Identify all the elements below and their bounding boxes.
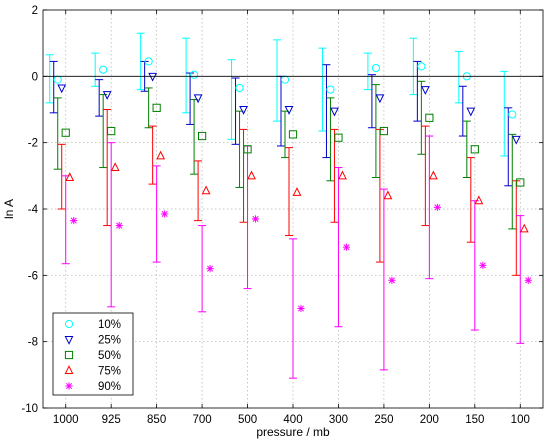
y-tick-label: 0 <box>32 71 38 83</box>
point-50pct <box>288 130 298 139</box>
legend-marker <box>65 382 73 390</box>
x-axis-label: pressure / mb <box>256 425 330 439</box>
point-75pct <box>65 172 75 181</box>
point-90pct <box>388 276 396 284</box>
point-25pct <box>193 94 203 104</box>
x-tick-label: 925 <box>102 414 121 426</box>
point-10pct <box>508 110 517 119</box>
point-10pct <box>326 85 335 94</box>
point-90pct <box>479 261 487 269</box>
point-25pct <box>148 72 158 82</box>
x-tick-label: 500 <box>238 414 257 426</box>
point-90pct <box>161 210 169 218</box>
legend-marker <box>64 365 74 374</box>
asterisk-stroke <box>207 265 214 272</box>
y-tick-label: -4 <box>28 204 39 216</box>
error-bars <box>45 32 525 379</box>
x-tick-label: 700 <box>192 414 211 426</box>
y-tick-label: 2 <box>32 5 38 17</box>
point-90pct <box>206 265 214 273</box>
point-10pct <box>235 83 244 93</box>
point-25pct <box>511 135 521 145</box>
legend-label: 10% <box>98 319 121 331</box>
point-50pct <box>470 145 479 154</box>
point-90pct <box>251 215 260 223</box>
point-50pct <box>61 128 70 137</box>
point-25pct <box>330 107 339 117</box>
point-25pct <box>57 84 67 94</box>
y-tick-label: -6 <box>28 270 38 282</box>
point-50pct <box>107 126 116 136</box>
asterisk-stroke <box>434 204 441 211</box>
legend-label: 75% <box>98 366 121 378</box>
point-50pct <box>425 113 434 122</box>
point-50pct <box>379 126 389 136</box>
legend-label: 25% <box>98 335 121 347</box>
x-tick-label: 1000 <box>53 414 79 426</box>
x-tick-label: 400 <box>283 414 302 426</box>
point-75pct <box>383 190 393 200</box>
point-10pct <box>189 70 199 79</box>
point-90pct <box>433 203 441 211</box>
point-10pct <box>417 62 426 71</box>
point-90pct <box>297 304 305 313</box>
point-75pct <box>428 170 438 180</box>
asterisk-stroke <box>70 217 77 224</box>
point-75pct <box>156 150 166 160</box>
asterisk-stroke <box>252 215 259 223</box>
legend: 10% 25% 50% 75% 90% <box>52 312 134 396</box>
asterisk-stroke <box>388 277 395 284</box>
point-50pct <box>334 133 343 142</box>
legend-label: 50% <box>98 350 121 362</box>
x-tick-label: 200 <box>420 414 439 426</box>
y-tick-label: -2 <box>28 138 38 150</box>
asterisk-stroke <box>161 210 168 218</box>
point-50pct <box>243 145 252 154</box>
x-tick-label: 150 <box>465 414 484 426</box>
point-90pct <box>70 217 78 225</box>
x-tick-label: 850 <box>147 414 166 426</box>
point-10pct <box>144 57 153 66</box>
legend-marker <box>64 350 74 360</box>
point-75pct <box>201 185 211 195</box>
point-90pct <box>115 221 123 230</box>
point-50pct <box>516 178 525 187</box>
point-75pct <box>247 170 256 180</box>
y-tick-label: -10 <box>21 403 38 415</box>
asterisk-stroke <box>65 382 73 390</box>
asterisk-stroke <box>479 262 486 269</box>
point-25pct <box>420 86 430 95</box>
point-25pct <box>102 91 112 100</box>
asterisk-stroke <box>116 222 123 229</box>
point-75pct <box>292 187 302 196</box>
asterisk-stroke <box>343 244 350 251</box>
y-axis-ticks: -10 -8 -6 -4 -2 0 2 <box>21 5 543 415</box>
point-75pct <box>338 170 347 180</box>
point-25pct <box>375 94 385 104</box>
point-10pct <box>99 65 108 74</box>
x-tick-label: 250 <box>374 414 393 426</box>
point-90pct <box>342 243 351 251</box>
point-10pct <box>371 63 381 73</box>
legend-marker <box>64 319 74 329</box>
point-25pct <box>284 106 294 115</box>
point-75pct <box>110 162 120 172</box>
x-axis-ticks: 1000 925 850 700 500 400 300 250 200 150 100 <box>53 10 530 426</box>
point-75pct <box>474 195 484 205</box>
point-90pct <box>524 276 532 284</box>
legend-label: 90% <box>98 381 121 393</box>
point-50pct <box>152 103 161 112</box>
point-25pct <box>239 106 248 115</box>
asterisk-stroke <box>297 305 305 312</box>
legend-marker <box>64 336 74 345</box>
x-tick-label: 100 <box>511 414 530 426</box>
asterisk-stroke <box>525 277 532 284</box>
y-axis-label: ln A <box>2 199 16 219</box>
point-75pct <box>519 223 529 233</box>
y-tick-label: -8 <box>28 337 38 349</box>
point-25pct <box>466 107 476 117</box>
point-50pct <box>197 131 207 141</box>
x-tick-label: 300 <box>329 414 348 426</box>
